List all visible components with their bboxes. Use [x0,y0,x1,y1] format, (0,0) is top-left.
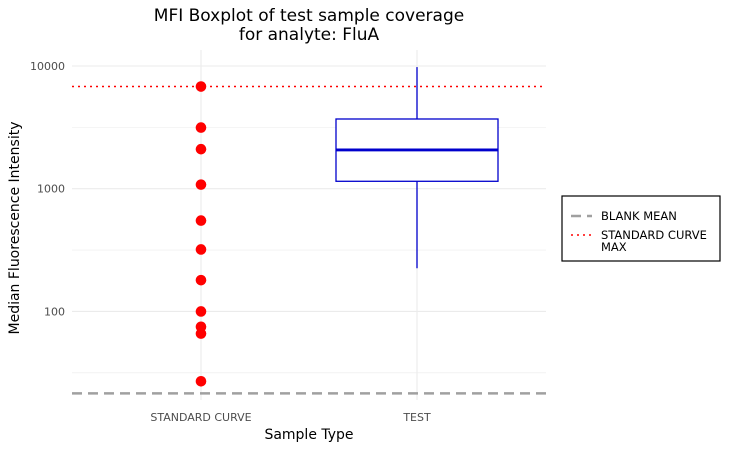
y-tick-label: 100 [44,305,65,318]
data-point [195,306,207,317]
standard-curve-points [195,81,207,387]
data-point [195,244,207,255]
chart-title-line-2: for analyte: FluA [239,25,380,45]
data-point [195,179,207,190]
legend-box [561,195,721,262]
test-boxplot [335,67,499,269]
data-point [195,122,207,133]
data-point [195,81,207,92]
y-tick-labels: 100 1000 10000 [30,60,65,318]
y-tick-label: 10000 [30,60,65,73]
legend-label: BLANK MEAN [601,209,677,223]
y-tick-label: 1000 [37,183,65,196]
data-point [195,328,207,339]
data-point [195,375,207,387]
x-tick-label: STANDARD CURVE [150,411,251,424]
legend-label: MAX [601,240,627,254]
x-tick-label: TEST [402,411,431,424]
chart-title-line-1: MFI Boxplot of test sample coverage [154,6,464,26]
reference-lines [72,85,546,395]
legend-label: STANDARD CURVE [601,228,707,242]
grid [72,50,546,400]
x-axis-title: Sample Type [264,427,353,443]
data-point [195,143,207,155]
x-tick-labels: STANDARD CURVE TEST [150,411,431,424]
data-point [195,274,207,286]
data-point [195,215,207,226]
y-axis-title: Median Fluorescence Intensity [7,122,23,335]
